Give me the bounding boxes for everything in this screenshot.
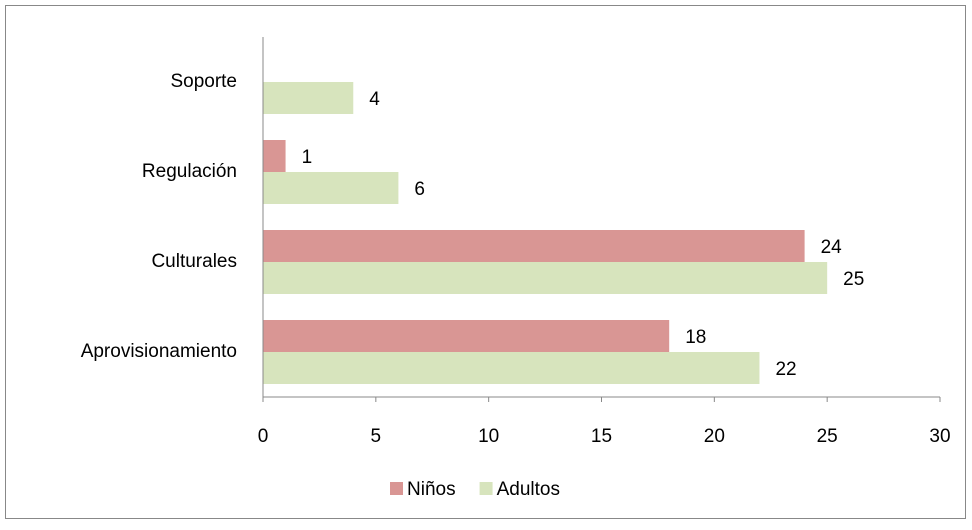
bar — [263, 230, 805, 262]
bar — [263, 352, 760, 384]
legend-label: Niños — [407, 479, 456, 500]
legend-label: Adultos — [497, 479, 560, 500]
x-tick-label: 25 — [817, 426, 838, 447]
x-tick-label: 0 — [258, 426, 269, 447]
x-tick-label: 5 — [371, 426, 382, 447]
bar — [263, 140, 286, 172]
y-tick-label: Regulación — [142, 161, 237, 182]
y-tick-label: Soporte — [170, 71, 237, 92]
bar — [263, 320, 670, 352]
legend-swatch — [390, 482, 403, 495]
x-tick-label: 20 — [704, 426, 725, 447]
data-label: 18 — [685, 327, 706, 348]
x-tick-label: 10 — [478, 426, 499, 447]
y-tick-label: Culturales — [151, 251, 237, 272]
data-label: 1 — [302, 147, 313, 168]
data-label: 22 — [775, 359, 796, 380]
legend-swatch — [479, 482, 493, 495]
bar — [263, 172, 399, 204]
data-label: 6 — [414, 179, 425, 200]
y-tick-label: Aprovisionamiento — [81, 341, 237, 362]
data-label: 24 — [821, 237, 843, 258]
data-label: 4 — [369, 89, 380, 110]
x-tick-label: 30 — [929, 426, 950, 447]
bar — [263, 82, 354, 114]
x-tick-label: 15 — [591, 426, 612, 447]
bar — [263, 262, 828, 294]
data-label: 25 — [843, 269, 864, 290]
